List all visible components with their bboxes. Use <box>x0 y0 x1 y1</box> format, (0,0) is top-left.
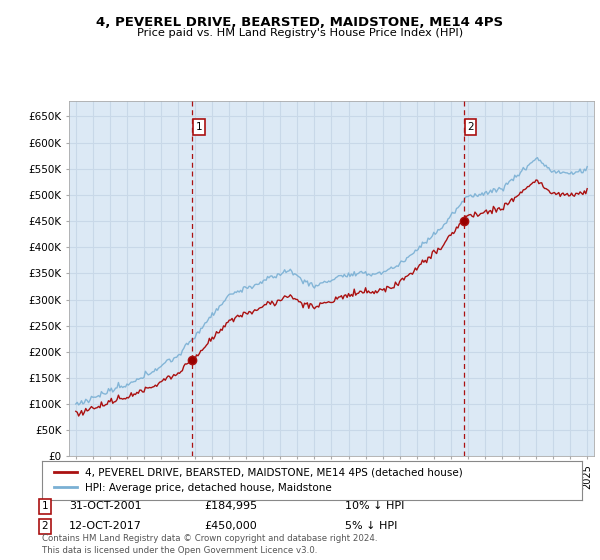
Text: 1: 1 <box>196 122 202 132</box>
Text: Contains HM Land Registry data © Crown copyright and database right 2024.
This d: Contains HM Land Registry data © Crown c… <box>42 534 377 555</box>
Text: £450,000: £450,000 <box>204 521 257 531</box>
Text: 2: 2 <box>41 521 49 531</box>
Text: 12-OCT-2017: 12-OCT-2017 <box>69 521 142 531</box>
Text: 5% ↓ HPI: 5% ↓ HPI <box>345 521 397 531</box>
Text: £184,995: £184,995 <box>204 501 257 511</box>
Text: 1: 1 <box>41 501 49 511</box>
Text: 31-OCT-2001: 31-OCT-2001 <box>69 501 142 511</box>
Legend: 4, PEVEREL DRIVE, BEARSTED, MAIDSTONE, ME14 4PS (detached house), HPI: Average p: 4, PEVEREL DRIVE, BEARSTED, MAIDSTONE, M… <box>50 464 467 497</box>
Text: 10% ↓ HPI: 10% ↓ HPI <box>345 501 404 511</box>
Text: 2: 2 <box>467 122 474 132</box>
Text: Price paid vs. HM Land Registry's House Price Index (HPI): Price paid vs. HM Land Registry's House … <box>137 28 463 38</box>
Text: 4, PEVEREL DRIVE, BEARSTED, MAIDSTONE, ME14 4PS: 4, PEVEREL DRIVE, BEARSTED, MAIDSTONE, M… <box>97 16 503 29</box>
